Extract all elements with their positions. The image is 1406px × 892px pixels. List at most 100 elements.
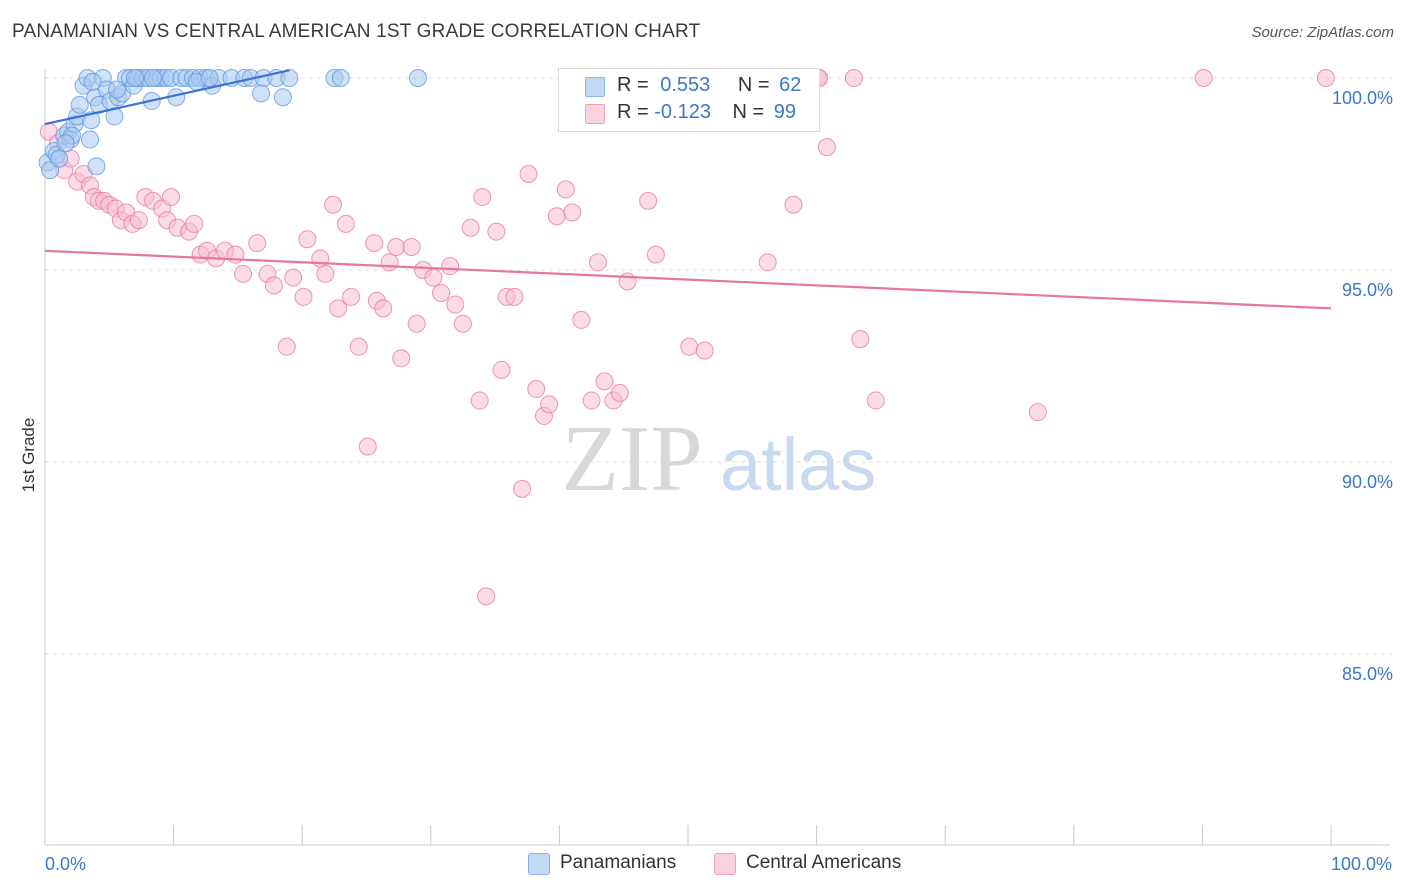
bottom-legend-swatch-pink: [714, 853, 736, 875]
panamanian-point: [331, 69, 350, 87]
y-tick-labels: 85.0% 90.0% 95.0% 100.0%: [1332, 88, 1393, 684]
watermark-atlas: atlas: [720, 423, 876, 506]
central-american-point: [540, 395, 559, 414]
central-americans-trend-line: [44, 249, 1332, 310]
central-american-point: [473, 188, 492, 207]
n-label: N =: [732, 101, 765, 123]
x-tick-label-min: 0.0%: [45, 854, 86, 874]
legend-swatch-blue: [585, 77, 605, 97]
y-axis-label: 1st Grade: [19, 418, 38, 493]
panamanian-point: [56, 134, 75, 153]
axes: [44, 69, 1390, 846]
panamanian-point: [82, 111, 101, 130]
central-american-point: [588, 253, 607, 272]
panamanian-point: [252, 84, 271, 103]
chart-title: PANAMANIAN VS CENTRAL AMERICAN 1ST GRADE…: [12, 21, 701, 42]
central-american-point: [358, 437, 377, 456]
central-american-point: [513, 479, 532, 498]
panamanian-point: [144, 69, 163, 87]
central-american-point: [407, 314, 426, 333]
panamanians-points: [38, 69, 427, 180]
central-american-point: [185, 214, 204, 233]
panamanian-point: [200, 69, 219, 87]
r-label: R =: [617, 101, 649, 123]
central-american-point: [298, 230, 317, 249]
central-american-point: [349, 337, 368, 356]
central-american-point: [851, 330, 870, 349]
r-label: R =: [617, 74, 649, 96]
central-american-point: [758, 253, 777, 272]
central-american-point: [866, 391, 885, 410]
central-american-point: [582, 391, 601, 410]
panamanian-point: [81, 130, 100, 149]
central-american-point: [595, 372, 614, 391]
central-american-point: [446, 295, 465, 314]
bottom-legend-swatch-blue: [528, 853, 550, 875]
central-american-point: [477, 587, 496, 606]
central-american-point: [432, 284, 451, 303]
panamanian-point: [83, 72, 102, 91]
central-american-point: [639, 191, 658, 210]
panamanian-point: [126, 69, 145, 87]
central-american-point: [547, 207, 566, 226]
central-american-point: [402, 237, 421, 256]
central-american-point: [129, 211, 148, 230]
central-american-point: [342, 287, 361, 306]
panamanian-point: [408, 69, 427, 87]
central-american-point: [1028, 403, 1047, 422]
central-american-point: [461, 218, 480, 237]
central-american-point: [1316, 69, 1335, 87]
panamanian-point: [280, 69, 299, 87]
central-american-point: [294, 287, 313, 306]
central-american-point: [441, 257, 460, 276]
central-american-point: [680, 337, 699, 356]
n-value: 99: [773, 101, 797, 123]
stats-legend: R = 0.553 N = 62 R = -0.123 N = 99: [558, 68, 820, 132]
central-american-point: [324, 195, 343, 214]
n-label: N =: [737, 74, 770, 96]
source-label: Source: ZipAtlas.com: [1251, 24, 1394, 41]
y-tick-label: 95.0%: [1342, 280, 1393, 300]
panamanian-point: [273, 88, 292, 107]
central-american-point: [336, 214, 355, 233]
central-american-point: [817, 138, 836, 157]
central-american-point: [277, 337, 296, 356]
central-american-point: [610, 383, 629, 402]
central-american-point: [470, 391, 489, 410]
watermark: ZIP atlas: [562, 407, 877, 511]
central-american-point: [284, 268, 303, 287]
central-americans-points: [39, 69, 1335, 606]
central-american-point: [453, 314, 472, 333]
panamanians-trend-line: [44, 69, 290, 126]
r-value: 0.553: [660, 74, 711, 96]
central-american-point: [844, 69, 863, 87]
gridlines: [45, 77, 1392, 655]
central-american-point: [387, 237, 406, 256]
watermark-zip: ZIP: [562, 407, 703, 511]
central-american-point: [519, 165, 538, 183]
legend-swatch-pink: [585, 104, 605, 124]
panamanian-point: [108, 80, 127, 99]
n-value: 62: [779, 74, 802, 96]
central-american-point: [392, 349, 411, 368]
central-american-point: [556, 180, 575, 199]
legend-row-text: R = 0.553 N = 62: [617, 74, 801, 97]
bottom-legend-label: Panamanians: [560, 852, 677, 873]
central-american-point: [492, 360, 511, 379]
x-tick-marks: [44, 825, 1332, 845]
central-american-point: [162, 188, 181, 207]
central-american-point: [527, 380, 546, 399]
central-american-point: [695, 341, 714, 360]
bottom-legend-label: Central Americans: [746, 852, 902, 873]
central-american-point: [374, 299, 393, 318]
trend-lines: [44, 69, 1332, 310]
panamanian-point: [70, 95, 89, 114]
y-tick-label: 85.0%: [1342, 664, 1393, 684]
central-american-point: [424, 268, 443, 287]
central-american-point: [316, 264, 335, 283]
r-value: -0.123: [654, 101, 711, 123]
y-tick-label: 90.0%: [1342, 472, 1393, 492]
central-american-point: [784, 195, 803, 214]
central-american-point: [329, 299, 348, 318]
